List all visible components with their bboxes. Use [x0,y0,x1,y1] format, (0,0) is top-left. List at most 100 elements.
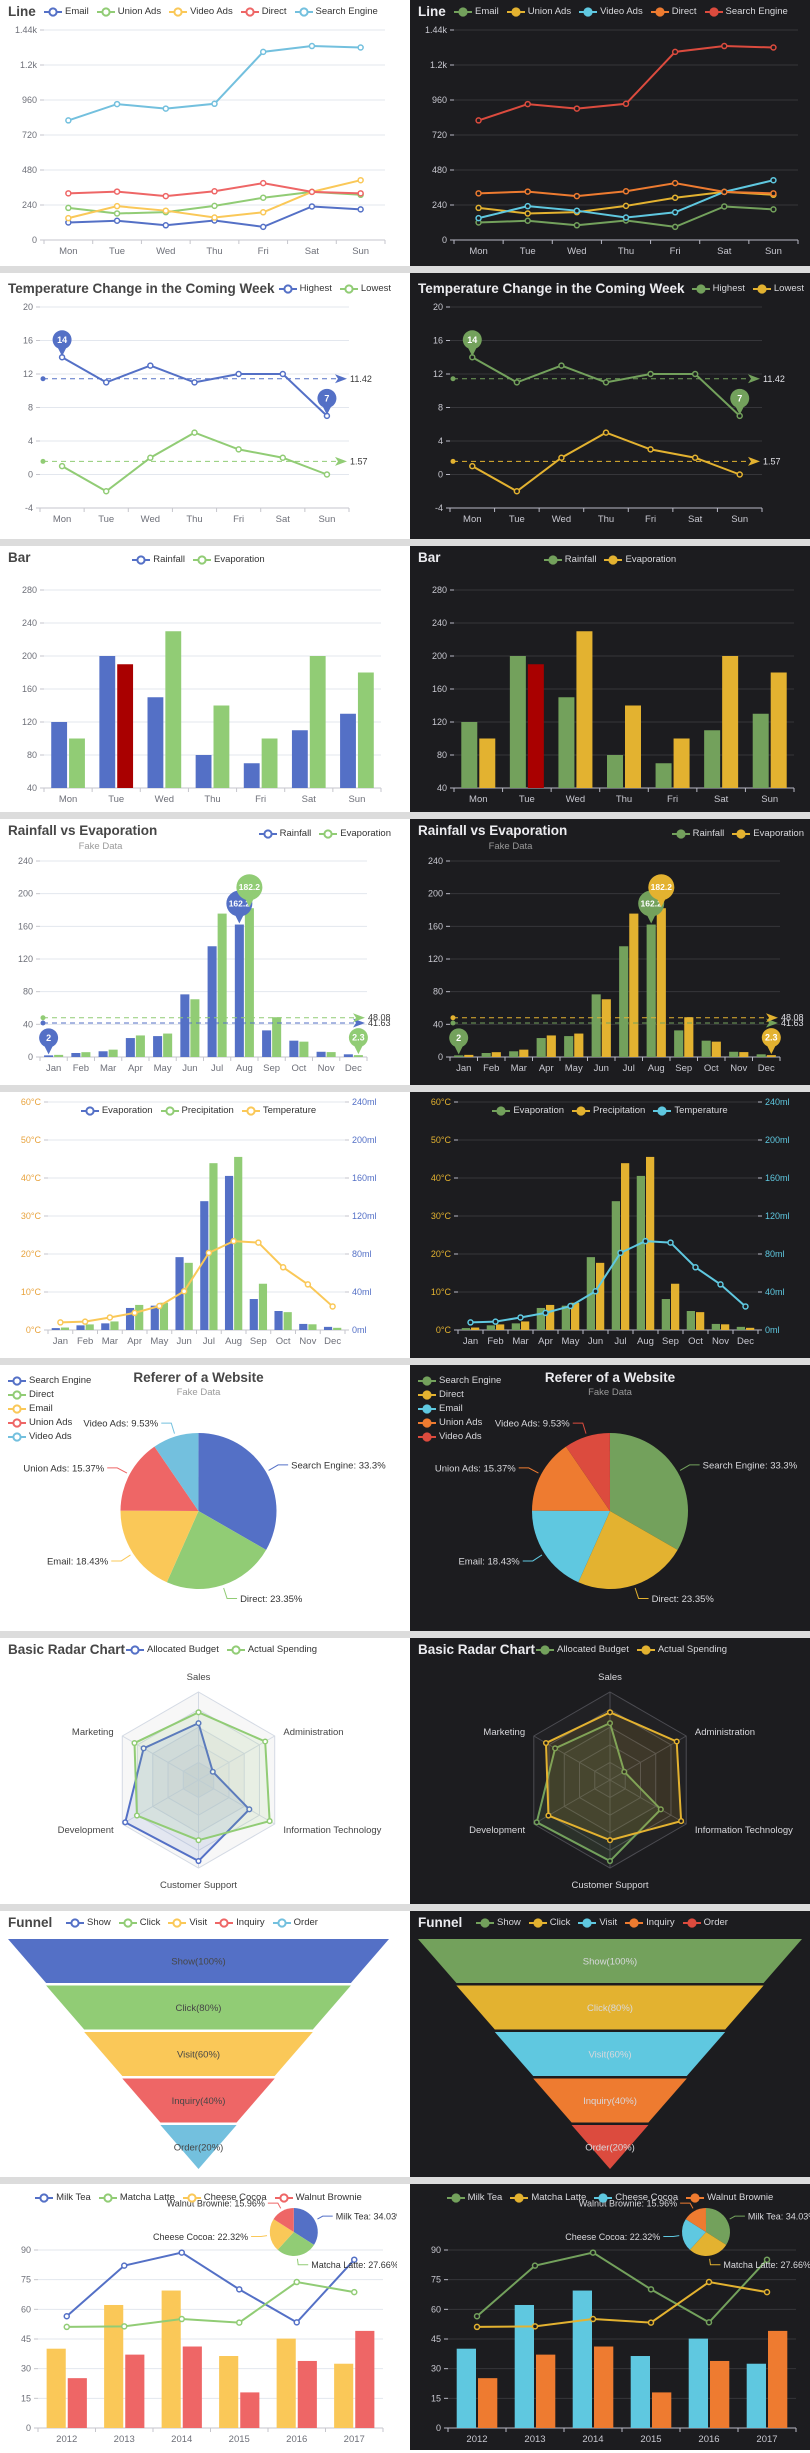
pie-slice-milk-tea[interactable] [293,2208,318,2245]
legend-item-lowest[interactable]: Lowest [752,283,804,294]
legend-item-union-ads[interactable]: Union Ads [96,6,161,17]
legend-item-search-engine[interactable]: Search Engine [704,6,788,17]
pie-slice-union-ads[interactable] [120,1446,199,1511]
legend-item-rainfall[interactable]: Rainfall [543,554,597,565]
legend-item-search-engine[interactable]: Search Engine [418,1375,501,1386]
legend-item-lowest[interactable]: Lowest [339,283,391,294]
funnel-step-order[interactable] [160,2125,237,2169]
legend-item-temperature[interactable]: Temperature [653,1105,728,1116]
legend-item-search-engine[interactable]: Search Engine [8,1375,91,1386]
legend-item-video-ads[interactable]: Video Ads [418,1431,482,1442]
pie-slice-search-engine[interactable] [198,1433,277,1550]
legend-item-show[interactable]: Show [66,1917,111,1928]
legend-item-inquiry[interactable]: Inquiry [215,1917,265,1928]
pie-slice-walnut-brownie[interactable] [273,2208,294,2232]
mark-point-value: 2 [456,1033,461,1043]
legend-item-matcha-latte[interactable]: Matcha Latte [510,2192,586,2203]
legend-item-milk-tea[interactable]: Milk Tea [446,2192,502,2203]
pie-slice-cheese-cocoa[interactable] [269,2219,294,2250]
legend-item-highest[interactable]: Highest [278,283,332,294]
legend-item-show[interactable]: Show [476,1917,521,1928]
pie-slice-video-ads[interactable] [154,1433,199,1511]
pie-slice-walnut-brownie[interactable] [685,2208,706,2232]
legend-item-evaporation[interactable]: Evaporation [732,828,804,839]
funnel-step-show[interactable] [418,1939,802,1983]
legend-item-union-ads[interactable]: Union Ads [418,1417,482,1428]
funnel-step-show[interactable] [8,1939,389,1983]
radar-plot: Sales Administration Information Technolog… [58,1672,382,1891]
legend-item-actual-spending[interactable]: Actual Spending [636,1644,727,1655]
x-axis-tick-label: Sep [250,1336,267,1347]
legend-item-click[interactable]: Click [118,1917,160,1928]
legend-item-cheese-cocoa[interactable]: Cheese Cocoa [594,2192,678,2203]
legend-item-highest[interactable]: Highest [691,283,745,294]
funnel-step-click[interactable] [456,1985,764,2030]
pie-slice-video-ads[interactable] [565,1433,610,1511]
legend-item-walnut-brownie[interactable]: Walnut Brownie [686,2192,773,2203]
legend-item-matcha-latte[interactable]: Matcha Latte [98,2192,175,2203]
pie-slice-direct[interactable] [578,1511,678,1589]
legend-item-video-ads[interactable]: Video Ads [169,6,233,17]
legend-item-rainfall[interactable]: Rainfall [132,554,185,565]
funnel-step-visit[interactable] [494,2032,726,2076]
pie-slice-matcha-latte[interactable] [689,2232,727,2256]
pie-slice-email[interactable] [120,1510,199,1583]
legend-item-union-ads[interactable]: Union Ads [506,6,571,17]
legend-item-order[interactable]: Order [682,1917,728,1928]
pie-slice-milk-tea[interactable] [706,2208,730,2245]
pie-slice-direct[interactable] [166,1511,267,1589]
pie-slice-matcha-latte[interactable] [277,2232,315,2256]
legend-item-visit[interactable]: Visit [168,1917,207,1928]
legend-item-evaporation[interactable]: Evaporation [492,1105,564,1116]
legend-item-union-ads[interactable]: Union Ads [8,1417,72,1428]
legend-item-direct[interactable]: Direct [240,6,287,17]
legend-item-evaporation[interactable]: Evaporation [604,554,676,565]
legend-item-email[interactable]: Email [418,1403,463,1414]
legend-item-actual-spending[interactable]: Actual Spending [226,1644,317,1655]
y-axis-tick-label: 60°C [431,1097,452,1107]
legend-item-direct[interactable]: Direct [650,6,697,17]
legend-item-evaporation[interactable]: Evaporation [80,1105,153,1116]
legend-item-allocated-budget[interactable]: Allocated Budget [536,1644,629,1655]
funnel-step-inquiry[interactable] [122,2078,275,2123]
funnel-step-visit[interactable] [84,2032,313,2076]
legend-item-direct[interactable]: Direct [418,1389,464,1400]
legend-item-click[interactable]: Click [528,1917,570,1928]
legend-item-label: Highest [712,283,745,294]
funnel-step-click[interactable] [46,1985,351,2030]
legend-item-inquiry[interactable]: Inquiry [625,1917,675,1928]
pie-slice-cheese-cocoa[interactable] [682,2219,706,2250]
legend-item-rainfall[interactable]: Rainfall [258,828,311,839]
legend-item-precipitation[interactable]: Precipitation [572,1105,645,1116]
legend-item-cheese-cocoa[interactable]: Cheese Cocoa [182,2192,267,2203]
legend-item-order[interactable]: Order [272,1917,318,1928]
pie-slice-union-ads[interactable] [532,1446,610,1511]
legend-item-evaporation[interactable]: Evaporation [319,828,391,839]
legend-item-label: Email [475,6,499,17]
legend-item-video-ads[interactable]: Video Ads [8,1431,72,1442]
legend-item-email[interactable]: Email [44,6,89,17]
funnel-step-inquiry[interactable] [533,2078,687,2123]
funnel-step-order[interactable] [571,2125,649,2169]
x-axis-tick-label: Feb [77,1336,93,1347]
legend-item-direct[interactable]: Direct [8,1389,54,1400]
legend-item-walnut-brownie[interactable]: Walnut Brownie [274,2192,362,2203]
legend-item-milk-tea[interactable]: Milk Tea [35,2192,91,2203]
legend-item-rainfall[interactable]: Rainfall [671,828,725,839]
pie-slice-email[interactable] [532,1510,610,1583]
pie-slice-search-engine[interactable] [610,1433,688,1550]
legend-item-evaporation[interactable]: Evaporation [192,554,265,565]
legend-item-label: Rainfall [692,828,725,839]
y-axis-tick-label: 4 [438,436,443,446]
legend-item-email[interactable]: Email [454,6,499,17]
legend-item-search-engine[interactable]: Search Engine [294,6,378,17]
legend-item-allocated-budget[interactable]: Allocated Budget [126,1644,219,1655]
y-axis-tick-label: -4 [435,503,443,513]
legend-item-email[interactable]: Email [8,1403,53,1414]
legend-item-temperature[interactable]: Temperature [241,1105,316,1116]
legend-item-visit[interactable]: Visit [578,1917,617,1928]
legend-item-video-ads[interactable]: Video Ads [579,6,643,17]
legend-item-label: Rainfall [564,554,597,565]
legend-item-precipitation[interactable]: Precipitation [160,1105,234,1116]
